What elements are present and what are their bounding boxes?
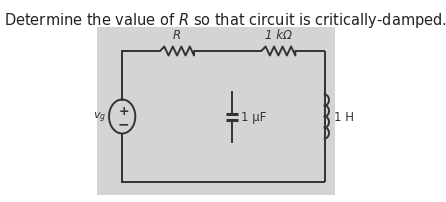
FancyBboxPatch shape [97,28,335,195]
Text: −: − [118,117,129,131]
Text: 1 H: 1 H [334,110,354,123]
Text: Determine the value of $R$ so that circuit is critically-damped.: Determine the value of $R$ so that circu… [4,11,446,30]
Text: $v_g$: $v_g$ [93,110,106,124]
Text: R: R [173,29,181,42]
Text: +: + [118,104,129,117]
Text: 1 kΩ: 1 kΩ [265,29,292,42]
Text: 1 μF: 1 μF [241,110,267,123]
